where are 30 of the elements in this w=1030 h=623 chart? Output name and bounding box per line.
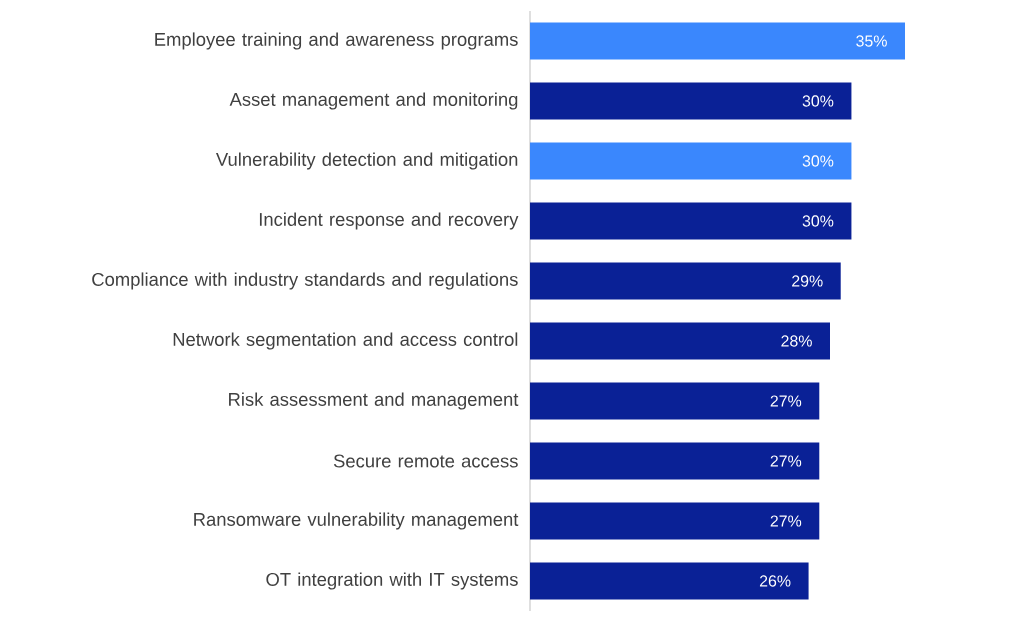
data-label: 30% xyxy=(802,95,834,107)
y-tick-label: Vulnerability detection and mitigation xyxy=(215,152,518,170)
bar xyxy=(530,22,905,60)
data-label: 35% xyxy=(856,35,887,47)
data-label: 30% xyxy=(802,215,834,227)
data-label: 27% xyxy=(770,455,802,467)
data-label: 27% xyxy=(770,395,802,407)
bar xyxy=(530,442,820,480)
data-label: 27% xyxy=(770,515,802,527)
data-label: 26% xyxy=(759,575,791,587)
bar xyxy=(530,262,841,300)
y-tick-label: Risk assessment and management xyxy=(229,392,519,410)
bar xyxy=(530,322,830,360)
bar xyxy=(530,202,852,240)
data-label: 29% xyxy=(792,275,823,287)
bar xyxy=(530,502,820,540)
data-label: 28% xyxy=(781,335,812,347)
y-tick-label: Network segmentation and access control xyxy=(173,332,518,350)
y-tick-label: Compliance with industry standards and regulations xyxy=(92,272,518,290)
y-tick-label: Secure remote access xyxy=(333,454,518,468)
y-tick-label: Employee training and awareness programs xyxy=(155,32,518,50)
y-tick-label: Asset management and monitoring xyxy=(229,92,518,110)
bar xyxy=(530,382,820,420)
y-tick-label: Incident response and recovery xyxy=(259,212,519,230)
y-tick-label: OT integration with IT systems xyxy=(266,572,518,590)
bar xyxy=(530,82,852,120)
bar xyxy=(530,562,809,600)
bar xyxy=(530,142,852,180)
data-label: 30% xyxy=(802,155,834,167)
y-tick-label: Ransomware vulnerability management xyxy=(194,512,519,530)
